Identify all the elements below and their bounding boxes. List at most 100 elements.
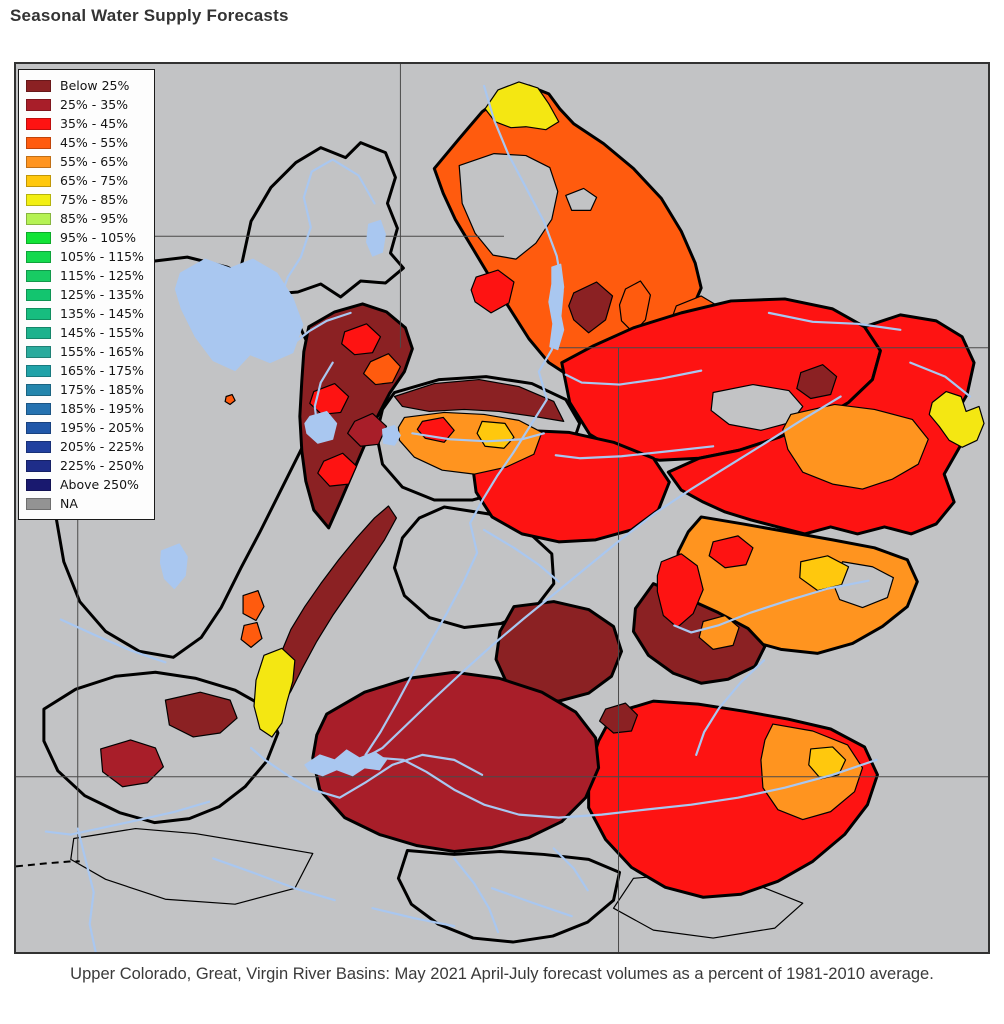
map-region-wasatch-red-3 bbox=[317, 452, 358, 487]
legend-label: 125% - 135% bbox=[60, 287, 144, 302]
river-dirty-devil-river bbox=[552, 847, 589, 892]
river-white-river bbox=[554, 445, 715, 460]
river-escalante-river bbox=[453, 857, 500, 934]
river-ne-stream-1 bbox=[767, 311, 902, 331]
legend-item: 75% - 85% bbox=[26, 190, 144, 209]
map-region-wasatch-crimson-1 bbox=[347, 412, 388, 447]
legend-swatch bbox=[26, 497, 51, 510]
legend-swatch bbox=[26, 345, 51, 358]
legend-label: NA bbox=[60, 496, 78, 511]
legend-box: Below 25% 25% - 35% 35% - 45% 45% - 55% 55% … bbox=[18, 69, 155, 520]
legend-swatch bbox=[26, 383, 51, 396]
legend-label: 35% - 45% bbox=[60, 116, 129, 131]
legend-item: Below 25% bbox=[26, 76, 144, 95]
lake-lake-powell bbox=[304, 749, 387, 777]
map-region-fremont-basin bbox=[494, 600, 624, 703]
map-region-blacksfork-red bbox=[470, 269, 515, 314]
lake-great-salt-lake bbox=[174, 258, 304, 372]
legend-label: 155% - 165% bbox=[60, 344, 144, 359]
river-price-river bbox=[482, 528, 560, 583]
river-gunnison-river bbox=[673, 579, 870, 634]
map-region-right-edge-yellow bbox=[928, 390, 985, 448]
map-region-virgin-maroon-patch bbox=[164, 691, 238, 738]
legend-label: 175% - 185% bbox=[60, 382, 144, 397]
state-border-dashed bbox=[16, 860, 80, 868]
river-virgin-river bbox=[44, 800, 211, 836]
legend-label: Below 25% bbox=[60, 78, 130, 93]
river-ne-stream-2 bbox=[909, 361, 972, 398]
legend-label: 115% - 125% bbox=[60, 268, 144, 283]
map-region-wasatch-orange-1 bbox=[362, 353, 402, 386]
legend-label: 25% - 35% bbox=[60, 97, 129, 112]
legend-swatch bbox=[26, 402, 51, 415]
legend-swatch bbox=[26, 174, 51, 187]
legend-swatch bbox=[26, 269, 51, 282]
map-region-upper-green-gray-notch bbox=[565, 187, 598, 211]
map-region-gunnison-gold-patch bbox=[799, 555, 850, 592]
legend-swatch bbox=[26, 98, 51, 111]
legend-label: 85% - 95% bbox=[60, 211, 129, 226]
forecast-map: Below 25% 25% - 35% 35% - 45% 45% - 55% 55% … bbox=[14, 62, 990, 954]
map-region-headwaters-orange-cluster bbox=[782, 403, 929, 490]
map-region-escalante-basin bbox=[396, 848, 622, 944]
map-region-san-juan-orange-east bbox=[760, 723, 864, 821]
legend-label: 145% - 155% bbox=[60, 325, 144, 340]
river-sevier-river bbox=[249, 746, 484, 799]
legend-label: 135% - 145% bbox=[60, 306, 144, 321]
legend-swatch bbox=[26, 250, 51, 263]
page-title: Seasonal Water Supply Forecasts bbox=[10, 6, 289, 25]
map-region-upper-green-yellow-cap bbox=[484, 81, 560, 131]
legend-swatch bbox=[26, 421, 51, 434]
legend-item: 55% - 65% bbox=[26, 152, 144, 171]
legend-swatch bbox=[26, 231, 51, 244]
map-region-gunnison-red-patch bbox=[708, 535, 754, 569]
legend-label: 75% - 85% bbox=[60, 192, 129, 207]
map-region-sevier-orange-2 bbox=[240, 621, 263, 648]
legend-item: 105% - 115% bbox=[26, 247, 144, 266]
lake-sevier-lake bbox=[159, 543, 188, 590]
river-bear-river bbox=[279, 158, 376, 299]
map-region-sevier-orange-1 bbox=[242, 590, 265, 622]
map-region-upper-sevier-yellow bbox=[253, 647, 296, 738]
legend-label: 165% - 175% bbox=[60, 363, 144, 378]
map-caption: Upper Colorado, Great, Virgin River Basi… bbox=[70, 965, 934, 983]
legend-swatch bbox=[26, 307, 51, 320]
legend-item: 65% - 75% bbox=[26, 171, 144, 190]
legend-label: 195% - 205% bbox=[60, 420, 144, 435]
legend-label: 105% - 115% bbox=[60, 249, 144, 264]
map-canvas bbox=[16, 64, 988, 952]
river-bottom-stream-1 bbox=[212, 857, 336, 902]
river-bottom-stream-2 bbox=[371, 907, 456, 928]
legend-swatch bbox=[26, 79, 51, 92]
legend-item: 125% - 135% bbox=[26, 285, 144, 304]
river-san-juan-river bbox=[377, 756, 878, 819]
legend-label: 95% - 105% bbox=[60, 230, 136, 245]
legend-item: Above 250% bbox=[26, 475, 144, 494]
map-region-center-orange-bit bbox=[698, 614, 740, 650]
legend-item: 145% - 155% bbox=[26, 323, 144, 342]
legend-swatch bbox=[26, 326, 51, 339]
map-region-virgin-crimson-patch bbox=[100, 739, 164, 788]
map-region-upper-green-gray-hole bbox=[458, 152, 559, 260]
legend-label: 65% - 75% bbox=[60, 173, 129, 188]
river-weber-river bbox=[295, 311, 352, 342]
lake-flaming-gorge bbox=[548, 263, 565, 351]
lake-bear-lake bbox=[366, 219, 386, 257]
legend-label: 45% - 55% bbox=[60, 135, 129, 150]
lake-utah-lake bbox=[304, 410, 338, 444]
map-region-san-juan-gold-spot bbox=[808, 746, 847, 780]
map-region-center-red-band bbox=[656, 553, 704, 629]
legend-item: 35% - 45% bbox=[26, 114, 144, 133]
legend-swatch bbox=[26, 155, 51, 168]
river-yampa-river bbox=[564, 369, 703, 386]
map-region-border-maroon-basin bbox=[568, 281, 614, 334]
map-region-wasatch-red-1 bbox=[341, 323, 382, 356]
map-region-sevier-maroon-chain bbox=[264, 505, 398, 712]
legend-item: 175% - 185% bbox=[26, 380, 144, 399]
legend-swatch bbox=[26, 288, 51, 301]
legend-item: 25% - 35% bbox=[26, 95, 144, 114]
legend-item: 115% - 125% bbox=[26, 266, 144, 285]
map-region-uinta-maroon-band bbox=[393, 378, 565, 422]
legend-entries: Below 25% 25% - 35% 35% - 45% 45% - 55% 55% … bbox=[26, 76, 144, 513]
legend-swatch bbox=[26, 193, 51, 206]
